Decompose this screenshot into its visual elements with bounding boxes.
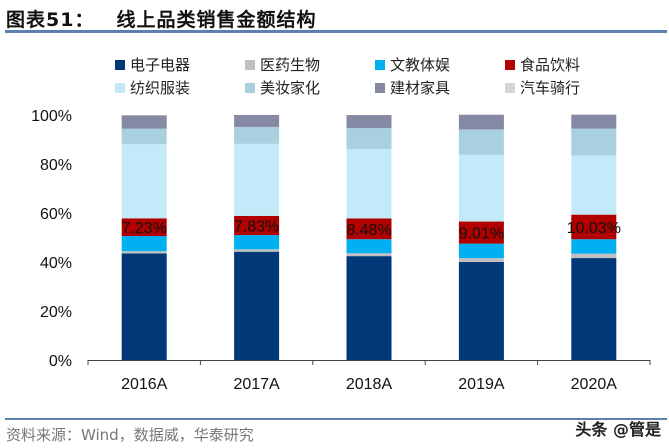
x-tick-label: 2017A: [233, 376, 280, 393]
source-note: 资料来源：Wind，数据威，华泰研究: [6, 426, 254, 444]
bar-segment: [234, 215, 280, 236]
footer-divider: [5, 418, 667, 420]
data-label: 9.01%: [459, 226, 504, 243]
data-label: 7.23%: [122, 220, 167, 237]
bar-segment: [234, 235, 280, 250]
title-divider: [5, 30, 667, 33]
legend-swatch: [245, 60, 255, 70]
legend-swatch: [505, 83, 515, 93]
bar-segment: [458, 114, 504, 130]
bar-segment: [234, 249, 280, 252]
bar-segment: [458, 262, 504, 360]
legend-swatch: [505, 60, 515, 70]
legend-swatch: [115, 83, 125, 93]
data-label: 8.48%: [346, 222, 391, 239]
x-tick-label: 2016A: [121, 376, 168, 393]
bar-segment: [571, 155, 617, 215]
bar-segment: [121, 115, 167, 129]
bar-segment: [571, 258, 617, 360]
legend-label: 医药生物: [260, 57, 320, 74]
legend-label: 文教体娱: [390, 57, 450, 74]
bar-segment: [234, 251, 280, 360]
legend-label: 建材家具: [390, 80, 450, 97]
legend-label: 食品饮料: [520, 57, 580, 74]
bar-segment: [121, 236, 167, 252]
legend-swatch: [245, 83, 255, 93]
legend-label: 纺织服装: [130, 80, 190, 97]
bar-segment: [346, 149, 392, 219]
y-tick-label: 20%: [40, 304, 72, 321]
bar-segment: [234, 114, 280, 127]
bar-segment: [458, 243, 504, 259]
legend-label: 汽车骑行: [520, 80, 580, 97]
figure-title-text: 线上品类销售金额结构: [116, 9, 317, 31]
figure-number: 图表51：: [6, 9, 95, 31]
bar-segment: [571, 214, 617, 240]
bar-segment: [346, 256, 392, 360]
x-tick-label: 2020A: [571, 376, 618, 393]
bar-segment: [121, 128, 167, 145]
legend-swatch: [115, 60, 125, 70]
y-tick-label: 100%: [31, 108, 72, 125]
bar-segment: [571, 114, 617, 129]
bar-segment: [346, 253, 392, 257]
figure-title: 图表51： 线上品类销售金额结构: [6, 5, 316, 32]
bar-segment: [234, 126, 280, 144]
x-tick-label: 2018A: [346, 376, 393, 393]
bar-segment: [571, 239, 617, 254]
watermark: 头条 @管是: [575, 420, 661, 439]
bar-segment: [121, 218, 167, 237]
legend-label: 美妆家化: [260, 80, 320, 97]
bar-segment: [346, 239, 392, 254]
x-tick-label: 2019A: [458, 376, 505, 393]
bar-segment: [346, 128, 392, 150]
bar-segment: [458, 154, 504, 222]
y-tick-label: 0%: [49, 353, 72, 370]
bar-segment: [121, 144, 167, 219]
legend-label: 电子电器: [130, 57, 190, 74]
bar-segment: [571, 253, 617, 259]
bar-segment: [346, 218, 392, 240]
y-tick-label: 80%: [40, 157, 72, 174]
bar-segment: [121, 253, 167, 360]
bar-segment: [458, 221, 504, 244]
data-label: 7.83%: [234, 218, 279, 235]
legend-swatch: [375, 60, 385, 70]
legend-swatch: [375, 83, 385, 93]
bar-segment: [458, 258, 504, 262]
y-tick-label: 60%: [40, 206, 72, 223]
bar-segment: [234, 143, 280, 216]
y-tick-label: 40%: [40, 255, 72, 272]
bar-segment: [121, 251, 167, 254]
bar-segment: [346, 115, 392, 129]
bar-segment: [458, 129, 504, 155]
bar-segment: [571, 128, 617, 156]
data-label: 10.03%: [567, 220, 621, 237]
